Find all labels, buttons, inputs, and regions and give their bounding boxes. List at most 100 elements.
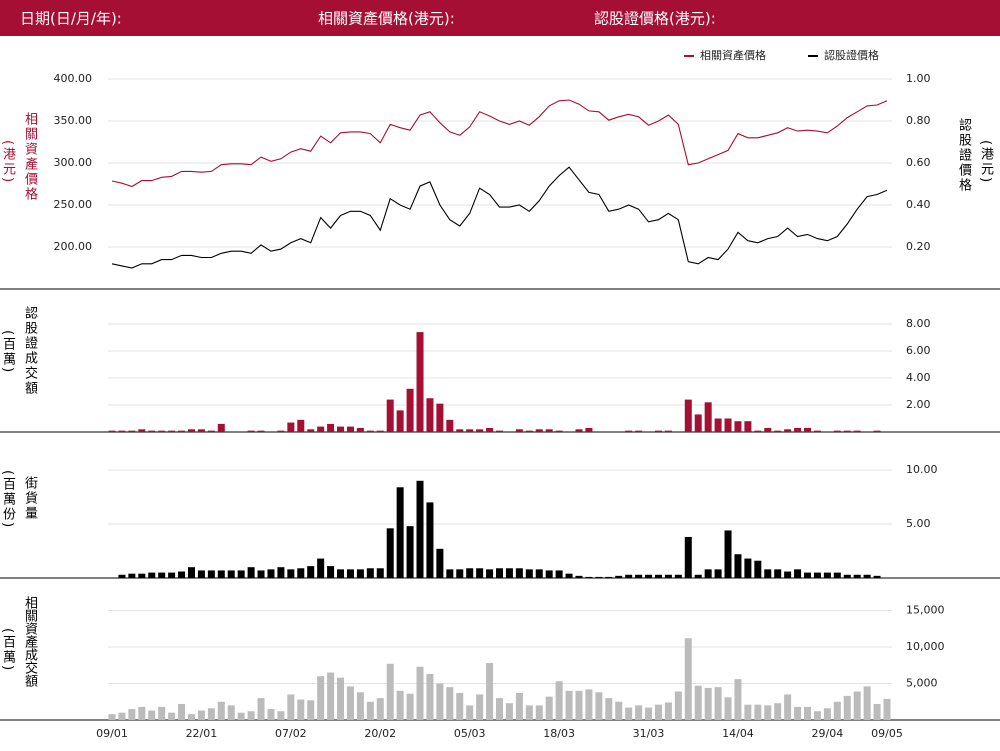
bar xyxy=(148,430,156,432)
bar xyxy=(118,712,126,720)
y-tick-label: 15,000 xyxy=(906,604,945,617)
bar xyxy=(158,572,166,578)
bar xyxy=(426,398,434,432)
bar xyxy=(168,430,176,432)
bar xyxy=(456,692,464,720)
bar xyxy=(744,558,752,578)
bar xyxy=(118,574,126,578)
bar xyxy=(625,707,633,720)
y2-axis-unit: (港元) xyxy=(978,140,993,185)
bar xyxy=(823,708,831,720)
legend-label: 認股證價格 xyxy=(824,48,879,62)
bar xyxy=(297,419,305,432)
bar xyxy=(575,575,583,578)
bar xyxy=(804,572,812,578)
bar xyxy=(714,418,722,432)
bar xyxy=(585,427,593,432)
bar xyxy=(197,429,205,432)
bar xyxy=(645,707,653,720)
bar xyxy=(505,703,513,720)
bar xyxy=(873,575,881,578)
bar xyxy=(774,430,782,432)
bar xyxy=(635,574,643,578)
bar xyxy=(843,430,851,432)
y-axis-unit: (百萬) xyxy=(0,330,15,375)
bar xyxy=(138,429,146,432)
bar xyxy=(794,569,802,578)
bar xyxy=(645,574,653,578)
y-tick-label: 250.00 xyxy=(54,198,93,211)
bar xyxy=(476,694,484,720)
bar xyxy=(575,690,583,720)
y-axis-title: 相關資產價格 xyxy=(22,112,37,202)
bar xyxy=(833,701,841,720)
y-tick-label: 8.00 xyxy=(906,317,931,330)
bar xyxy=(426,674,434,720)
bar xyxy=(863,686,871,720)
bar xyxy=(187,429,195,432)
bar xyxy=(704,402,712,432)
bar xyxy=(436,548,444,578)
bar xyxy=(317,676,325,720)
bar xyxy=(734,679,742,720)
bar xyxy=(257,430,265,432)
bar xyxy=(664,430,672,432)
bar xyxy=(486,569,494,578)
bar xyxy=(197,570,205,578)
bar xyxy=(118,430,126,432)
x-tick-label: 09/01 xyxy=(96,727,128,740)
bar xyxy=(595,692,603,720)
y2-tick-label: 0.80 xyxy=(906,114,931,127)
bar xyxy=(843,574,851,578)
y2-tick-label: 0.60 xyxy=(906,156,931,169)
bar xyxy=(724,697,732,720)
bar xyxy=(416,332,424,432)
bar xyxy=(605,698,613,720)
bar xyxy=(376,430,384,432)
bar xyxy=(158,706,166,720)
bar xyxy=(138,706,146,720)
bar xyxy=(366,701,374,720)
bar xyxy=(873,703,881,720)
bar xyxy=(724,530,732,578)
bar xyxy=(804,706,812,720)
bar xyxy=(446,569,454,578)
header: 日期(日/月/年): 相關資產價格(港元): 認股證價格(港元): xyxy=(0,0,1000,36)
bar xyxy=(555,570,563,578)
y-tick-label: 200.00 xyxy=(54,240,93,253)
bar xyxy=(168,572,176,578)
bar xyxy=(356,692,364,720)
y-axis-unit: (百萬) xyxy=(0,628,15,673)
bar xyxy=(833,572,841,578)
bar xyxy=(168,712,176,720)
bar xyxy=(555,681,563,720)
bar xyxy=(784,429,792,432)
bar xyxy=(704,687,712,720)
bar xyxy=(217,423,225,432)
bar xyxy=(267,569,275,578)
x-tick-label: 14/04 xyxy=(722,727,754,740)
bar xyxy=(784,571,792,578)
bar xyxy=(138,573,146,578)
date-label: 日期(日/月/年): xyxy=(20,10,122,28)
bar xyxy=(684,399,692,432)
bar xyxy=(664,702,672,720)
bar xyxy=(406,388,414,432)
bar xyxy=(525,430,533,432)
bar xyxy=(744,421,752,432)
bar xyxy=(813,430,821,432)
bar xyxy=(247,711,255,720)
y-tick-label: 6.00 xyxy=(906,344,931,357)
bar xyxy=(227,570,235,578)
bar xyxy=(346,426,354,432)
bar xyxy=(257,698,265,720)
bar xyxy=(187,567,195,578)
bar xyxy=(287,694,295,720)
bar xyxy=(873,430,881,432)
bar xyxy=(247,567,255,578)
bar xyxy=(863,574,871,578)
bar xyxy=(128,430,136,432)
bar xyxy=(327,423,335,432)
bar xyxy=(486,663,494,720)
